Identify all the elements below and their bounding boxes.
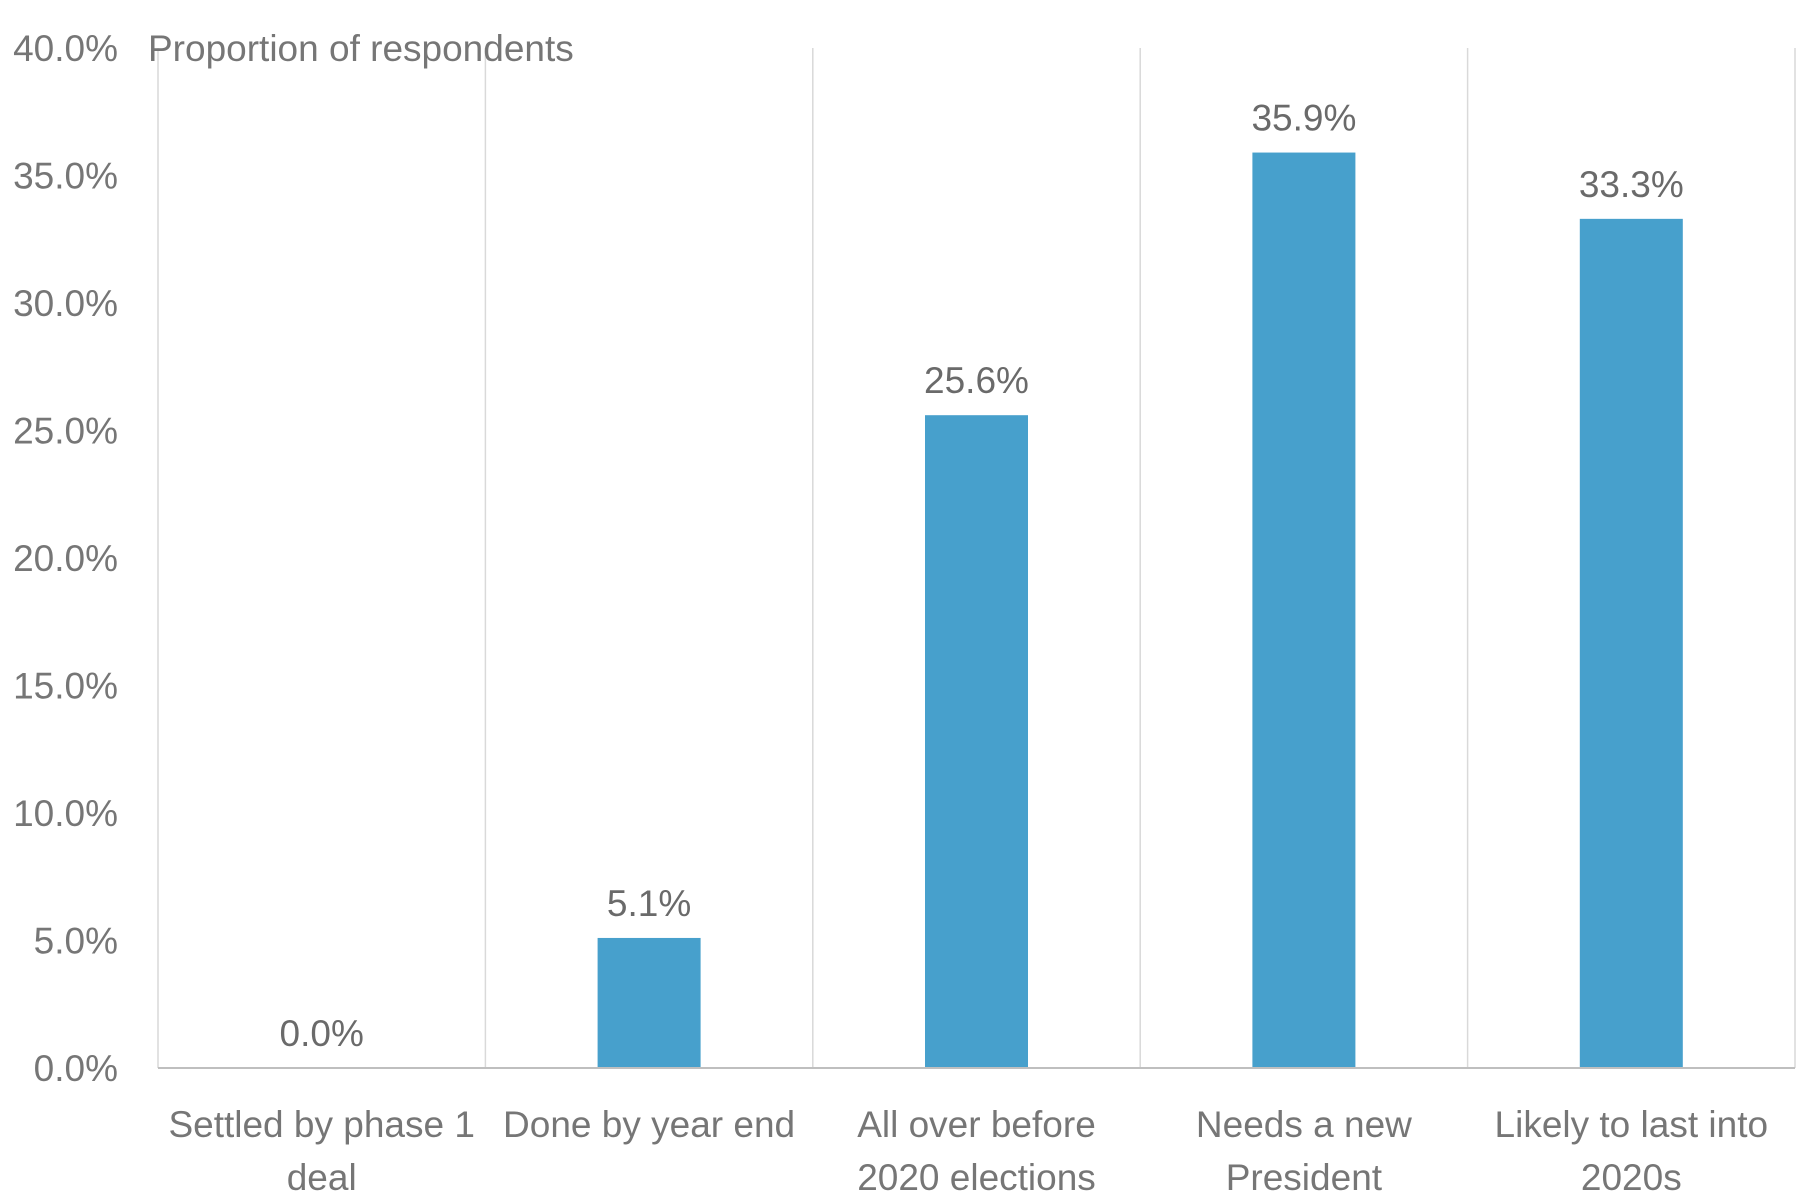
category-label-line: Settled by phase 1 <box>168 1104 475 1145</box>
y-tick-label: 30.0% <box>13 283 118 324</box>
category-label-line: Done by year end <box>503 1104 795 1145</box>
category-label-line: All over before <box>857 1104 1096 1145</box>
y-tick-label: 0.0% <box>34 1048 118 1089</box>
category-label-line: President <box>1226 1157 1383 1198</box>
y-tick-label: 10.0% <box>13 793 118 834</box>
bar-3 <box>1252 152 1356 1069</box>
y-tick-label: 20.0% <box>13 538 118 579</box>
data-label-1: 5.1% <box>607 883 691 924</box>
category-label-1: Done by year end <box>503 1104 795 1145</box>
category-label-line: deal <box>287 1157 357 1198</box>
y-tick-label: 25.0% <box>13 411 118 452</box>
y-axis-ticks: 0.0% 5.0% 10.0% 15.0% 20.0% 25.0% 30.0% 35.0% 40… <box>13 28 118 1089</box>
y-tick-label: 15.0% <box>13 666 118 707</box>
data-label-2: 25.6% <box>924 360 1029 401</box>
bar-2 <box>925 415 1028 1068</box>
data-label-4: 33.3% <box>1579 164 1684 205</box>
bars <box>597 152 1683 1069</box>
data-label-0: 0.0% <box>280 1013 364 1054</box>
bar-1 <box>597 937 701 1068</box>
category-label-2: All over before 2020 elections <box>857 1104 1096 1198</box>
category-label-0: Settled by phase 1 deal <box>168 1104 475 1198</box>
y-axis-title: Proportion of respondents <box>148 28 574 69</box>
category-label-3: Needs a new President <box>1196 1104 1412 1198</box>
y-tick-label: 5.0% <box>34 921 118 962</box>
category-gridlines <box>157 48 1796 1068</box>
category-label-line: Needs a new <box>1196 1104 1412 1145</box>
y-tick-label: 40.0% <box>13 28 118 69</box>
category-label-line: 2020s <box>1581 1157 1682 1198</box>
y-tick-label: 35.0% <box>13 156 118 197</box>
category-label-line: 2020 elections <box>857 1157 1096 1198</box>
category-label-line: Likely to last into <box>1495 1104 1769 1145</box>
data-labels: 0.0% 5.1% 25.6% 35.9% 33.3% <box>280 98 1684 1054</box>
category-labels: Settled by phase 1 deal Done by year end Al… <box>168 1104 1768 1198</box>
data-label-3: 35.9% <box>1251 98 1356 139</box>
category-label-4: Likely to last into 2020s <box>1495 1104 1769 1198</box>
bar-4 <box>1579 218 1683 1069</box>
